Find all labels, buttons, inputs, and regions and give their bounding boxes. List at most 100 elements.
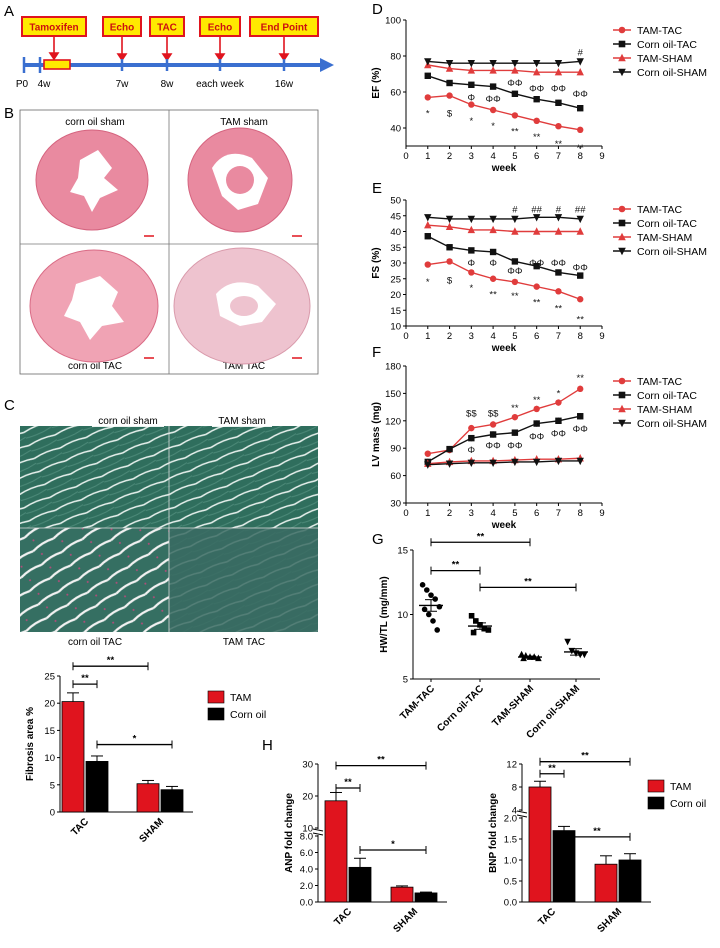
data-point xyxy=(533,117,540,125)
significance-mark: Φ xyxy=(489,258,497,269)
x-tick-label: 9 xyxy=(599,151,604,162)
data-point xyxy=(533,420,540,427)
data-point xyxy=(489,215,497,224)
bar-corn-oil-tac xyxy=(348,866,372,903)
significance-mark: ΦΦ xyxy=(507,440,523,451)
y-tick-label: 60 xyxy=(390,471,401,482)
significance-mark: ΦΦ xyxy=(507,78,523,89)
timeline-axis xyxy=(22,57,334,73)
axis-break-mark xyxy=(312,832,324,836)
significance-mark: ## xyxy=(575,204,586,215)
series-line-tam-tac xyxy=(427,388,581,455)
data-point xyxy=(445,215,454,224)
significance-mark: ** xyxy=(107,655,115,666)
significance-mark: * xyxy=(426,277,430,288)
data-point xyxy=(489,225,497,234)
significance-mark: ΦΦ xyxy=(529,258,545,269)
data-point xyxy=(489,83,497,90)
data-point xyxy=(555,269,562,276)
data-point xyxy=(554,457,563,466)
data-point xyxy=(532,227,541,235)
data-point xyxy=(445,60,454,68)
data-point xyxy=(446,79,453,87)
x-tick-label: 5 xyxy=(512,331,517,342)
significance-mark: ** xyxy=(344,777,352,788)
timeline-tick-7w: 7w xyxy=(116,79,130,90)
series-line-corn-oil-tac xyxy=(427,75,581,109)
data-point xyxy=(468,101,475,108)
y-tick-label: 2.0 xyxy=(504,814,517,825)
y-tick-label: 60 xyxy=(390,88,401,99)
data-point xyxy=(577,385,584,393)
y-tick-label: 4 xyxy=(512,806,517,817)
x-axis-title: week xyxy=(491,163,517,174)
x-tick-label: 5 xyxy=(512,151,517,162)
panel-letter-h: H xyxy=(262,737,273,754)
y-tick-label: 15 xyxy=(390,306,401,317)
series-line-corn-oil-tac xyxy=(427,235,581,277)
data-point xyxy=(511,112,519,119)
y-tick-label: 120 xyxy=(385,416,401,427)
scatter-point xyxy=(470,629,477,636)
data-point xyxy=(532,68,541,76)
significance-mark: * xyxy=(469,283,473,294)
y-tick-label: 0.5 xyxy=(504,877,517,888)
data-point xyxy=(511,215,519,224)
panel-letter-b: B xyxy=(4,105,14,122)
x-axis-title: week xyxy=(491,343,517,354)
y-tick-label: 10 xyxy=(390,322,401,333)
y-tick-label: 12 xyxy=(506,760,517,771)
significance-mark: # xyxy=(556,204,562,215)
significance-mark: $$ xyxy=(488,408,499,419)
axis-break xyxy=(518,811,720,817)
timeline-tick-each-week: each week xyxy=(196,79,245,90)
scatter-point xyxy=(430,618,436,624)
x-tick-label: 3 xyxy=(469,151,474,162)
y-tick-label: 45 xyxy=(390,211,401,222)
data-point xyxy=(576,227,584,235)
timeline-arrows xyxy=(48,36,290,62)
significance-mark: # xyxy=(578,47,584,58)
x-tick-label: 1 xyxy=(425,331,430,342)
axis-break-mark xyxy=(516,814,528,818)
legend-marker xyxy=(618,205,626,213)
timeline-box-tac: TAC xyxy=(149,16,185,37)
axis-break-mark xyxy=(312,828,324,832)
data-point xyxy=(511,413,519,421)
significance-mark: ΦΦ xyxy=(507,266,523,277)
legend-marker xyxy=(618,391,626,399)
x-tick-label: 8 xyxy=(578,151,583,162)
trichrome-caption-corn-oil-sham: corn oil sham xyxy=(98,416,157,427)
y-tick-label: 90 xyxy=(390,444,401,455)
significance-mark: * xyxy=(133,734,137,745)
timeline-tick-8w: 8w xyxy=(161,79,175,90)
significance-mark: ** xyxy=(489,290,497,301)
data-point xyxy=(467,459,476,468)
he-caption-tam-sham: TAM sham xyxy=(220,117,268,128)
y-tick-label: 10 xyxy=(302,824,313,835)
y-tick-label: 25 xyxy=(44,672,55,683)
data-point xyxy=(576,68,584,76)
y-tick-label: 30 xyxy=(302,760,313,771)
scatter-point xyxy=(481,625,487,632)
y-tick-label: 2.0 xyxy=(300,881,313,892)
x-tick-label: 9 xyxy=(599,331,604,342)
x-tick-label: 2 xyxy=(447,151,452,162)
scatter-point xyxy=(419,582,426,588)
data-point xyxy=(489,275,497,282)
data-point xyxy=(555,417,562,424)
x-category-label: SHAM xyxy=(392,906,421,935)
data-point xyxy=(511,60,519,68)
panel-letter-a: A xyxy=(4,3,14,20)
y-tick-label: 20 xyxy=(302,792,313,803)
data-point xyxy=(467,215,476,224)
x-category-label: TAC xyxy=(536,906,558,928)
data-point xyxy=(424,214,432,222)
panel-c: C corn oil sham TAM sham corn oil TAC TA… xyxy=(4,397,318,648)
svg-text:Tamoxifen: Tamoxifen xyxy=(29,23,78,34)
significance-mark: ** xyxy=(555,139,563,150)
y-axis-title: BNP fold change xyxy=(488,793,499,873)
legend-label: Corn oil xyxy=(230,709,266,721)
significance-mark: ** xyxy=(533,395,541,406)
legend-label: TAM xyxy=(230,692,251,704)
